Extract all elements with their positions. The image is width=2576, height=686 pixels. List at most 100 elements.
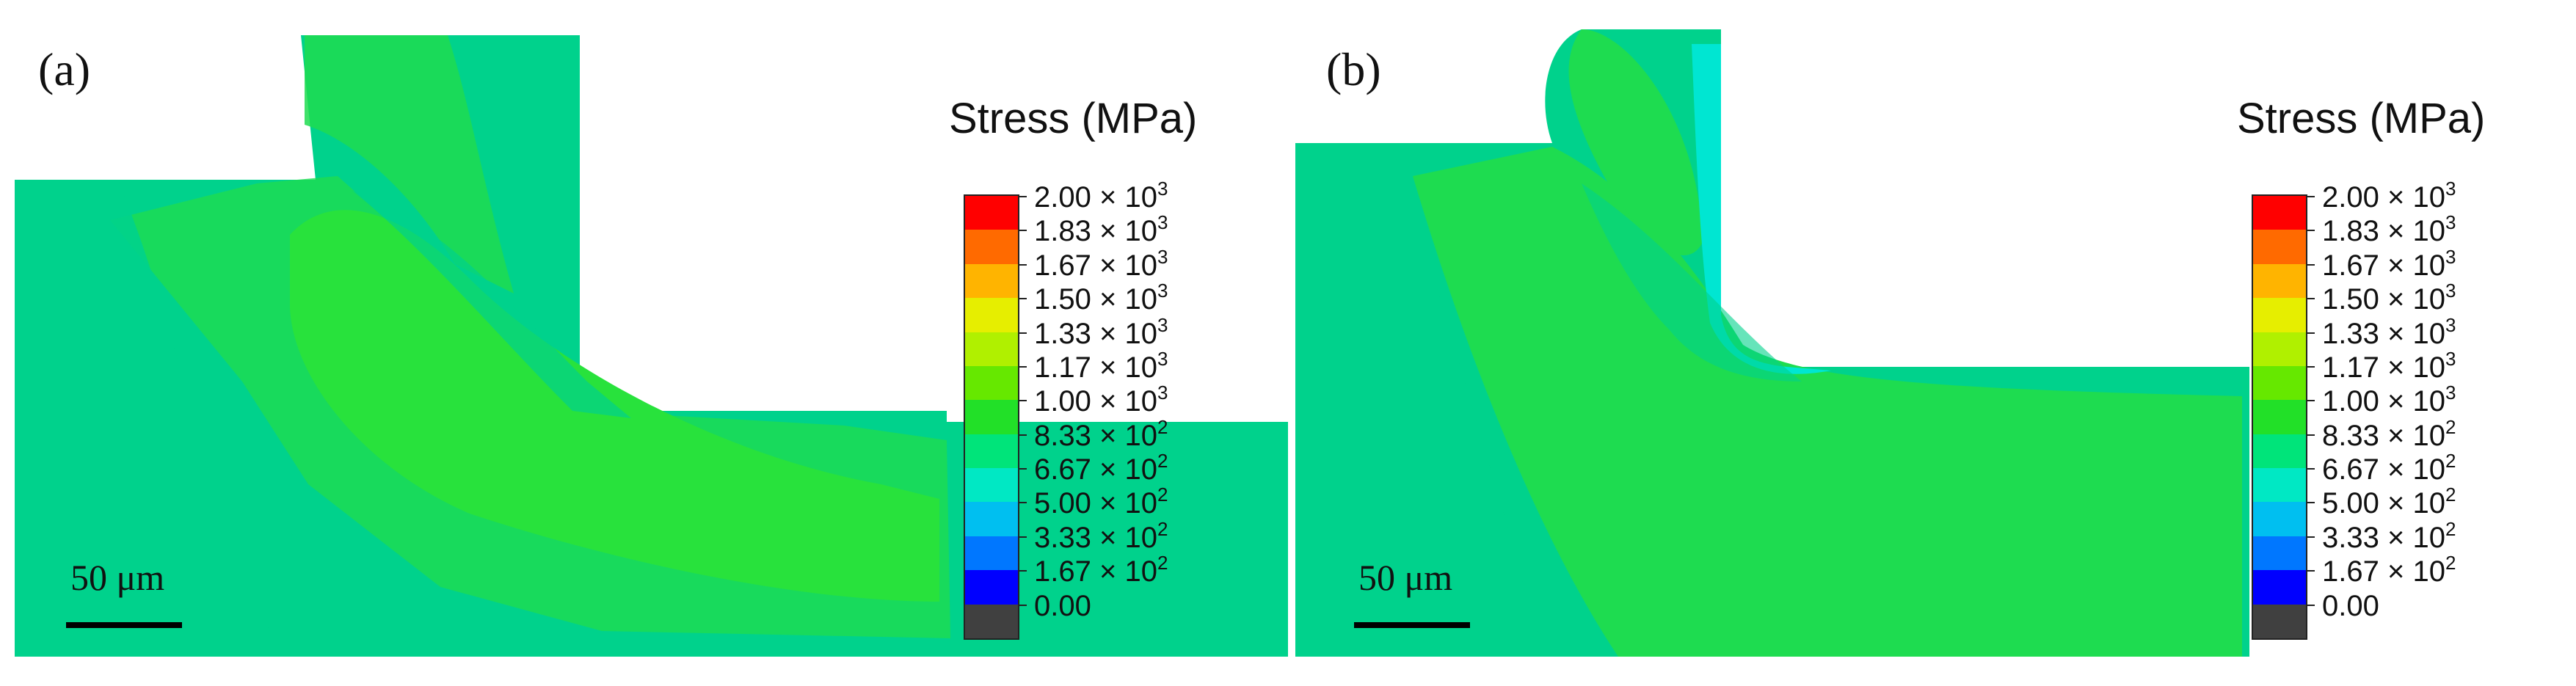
panel-a-colorbar-segment: [965, 365, 1018, 401]
panel-a-legend-label: 1.67 × 103: [1034, 245, 1168, 282]
panel-a-scale-bar: [66, 622, 182, 628]
panel-b-colorbar-tick: [2306, 230, 2315, 232]
panel-a-colorbar-tick: [1018, 365, 1027, 368]
panel-b-colorbar: [2252, 194, 2307, 640]
panel-b-colorbar-segment: [2253, 230, 2306, 265]
panel-a-legend-title: Stress (MPa): [949, 95, 1198, 142]
panel-b-colorbar-segment: [2253, 604, 2306, 639]
panel-b-colorbar-tick: [2306, 604, 2315, 606]
panel-b-colorbar-segment: [2253, 536, 2306, 571]
panel-a-colorbar: [964, 194, 1019, 640]
panel-b-legend-title: Stress (MPa): [2237, 95, 2486, 142]
panel-a-colorbar-segment: [965, 536, 1018, 571]
panel-b-legend-label: 3.33 × 102: [2322, 517, 2456, 554]
panel-b-colorbar-tick: [2306, 502, 2315, 504]
panel-a-scale-label: 50 μm: [70, 557, 165, 598]
panel-b-colorbar-tick: [2306, 263, 2315, 266]
panel-b-colorbar-segment: [2253, 502, 2306, 537]
panel-a-colorbar-segment: [965, 502, 1018, 537]
panel-b: (b) Stress (MPa) 50 μm 2.00 × 103 1.83 × …: [1288, 0, 2576, 686]
panel-b-mesh-inner-band: [1413, 147, 2242, 657]
panel-a-colorbar-segment: [965, 468, 1018, 503]
panel-a-legend-label: 3.33 × 102: [1034, 517, 1168, 554]
panel-b-mesh-right-strip: [2242, 367, 2249, 657]
panel-b-mesh-notch-band: [1692, 44, 1831, 374]
panel-b-scale-label: 50 μm: [1358, 557, 1453, 598]
panel-b-legend-label: 1.83 × 103: [2322, 211, 2456, 248]
panel-b-mesh-streak: [1582, 183, 1802, 382]
panel-a-label: (a): [38, 43, 91, 95]
panel-a-legend-label: 1.50 × 103: [1034, 280, 1168, 316]
panel-b-colorbar-tick: [2306, 365, 2315, 368]
panel-a-colorbar-segment: [965, 263, 1018, 299]
panel-a-colorbar-segment: [965, 434, 1018, 469]
panel-a-colorbar-segment: [965, 570, 1018, 605]
panel-b-colorbar-segment: [2253, 263, 2306, 299]
panel-b-colorbar-segment: [2253, 570, 2306, 605]
panel-a-colorbar-segment: [965, 196, 1018, 230]
panel-a-legend-label: 6.67 × 102: [1034, 450, 1168, 486]
panel-a-legend-label: 1.17 × 103: [1034, 347, 1168, 384]
panel-a-colorbar-tick: [1018, 604, 1027, 606]
panel-a-legend-label: 1.00 × 103: [1034, 382, 1168, 418]
panel-a-colorbar-tick: [1018, 196, 1027, 197]
panel-a: (a) Stress (MPa) 50 μm 2.00 × 103 1.83 × …: [15, 35, 1288, 657]
panel-b-legend-label: 1.17 × 103: [2322, 347, 2456, 384]
panel-b-legend-label: 1.00 × 103: [2322, 382, 2456, 418]
panel-a-colorbar-tick: [1018, 332, 1027, 334]
panel-b-colorbar-tick: [2306, 570, 2315, 572]
panel-b-colorbar-tick: [2306, 332, 2315, 334]
panel-b-legend-label: 0.00: [2322, 589, 2379, 622]
panel-a-legend-label: 8.33 × 102: [1034, 415, 1168, 452]
panel-a-colorbar-tick: [1018, 536, 1027, 538]
panel-b-colorbar-tick: [2306, 536, 2315, 538]
panel-a-colorbar-segment: [965, 400, 1018, 435]
panel-a-mesh-left-edge: [15, 180, 286, 657]
panel-b-legend-label: 1.67 × 102: [2322, 552, 2456, 588]
panel-b-colorbar-tick: [2306, 434, 2315, 436]
panel-a-legend-label: 1.33 × 103: [1034, 313, 1168, 350]
panel-b-legend-label: 1.67 × 103: [2322, 245, 2456, 282]
panel-b-legend-label: 1.33 × 103: [2322, 313, 2456, 350]
panel-b-colorbar-segment: [2253, 400, 2306, 435]
panel-a-colorbar-tick: [1018, 502, 1027, 504]
panel-b-scale-bar: [1354, 622, 1470, 628]
panel-b-colorbar-segment: [2253, 468, 2306, 503]
panel-a-legend-label: 5.00 × 102: [1034, 484, 1168, 520]
panel-a-legend-label: 1.67 × 102: [1034, 552, 1168, 588]
panel-b-colorbar-tick: [2306, 400, 2315, 402]
panel-a-mesh-upper-band: [305, 35, 514, 293]
panel-a-colorbar-segment: [965, 332, 1018, 367]
panel-a-mesh-streak: [352, 191, 631, 418]
panel-b-colorbar-tick: [2306, 468, 2315, 470]
panel-b-legend-label: 2.00 × 103: [2322, 178, 2456, 214]
panel-b-label: (b): [1326, 43, 1381, 95]
panel-b-contour: [1295, 29, 2249, 657]
panel-a-colorbar-segment: [965, 604, 1018, 639]
panel-b-legend-label: 1.50 × 103: [2322, 280, 2456, 316]
panel-a-colorbar-tick: [1018, 468, 1027, 470]
panel-a-legend-label: 0.00: [1034, 589, 1091, 622]
panel-a-colorbar-tick: [1018, 400, 1027, 402]
panel-b-legend-label: 5.00 × 102: [2322, 484, 2456, 520]
panel-b-colorbar-tick: [2306, 298, 2315, 300]
panel-a-colorbar-segment: [965, 230, 1018, 265]
panel-a-legend-label: 2.00 × 103: [1034, 178, 1168, 214]
panel-a-colorbar-tick: [1018, 570, 1027, 572]
panel-b-legend-label: 8.33 × 102: [2322, 415, 2456, 452]
panel-b-colorbar-segment: [2253, 332, 2306, 367]
panel-b-colorbar-segment: [2253, 365, 2306, 401]
panel-a-colorbar-tick: [1018, 230, 1027, 232]
panel-b-colorbar-segment: [2253, 434, 2306, 469]
panel-a-legend-label: 1.83 × 103: [1034, 211, 1168, 248]
panel-b-colorbar-segment: [2253, 298, 2306, 333]
panel-b-colorbar-tick: [2306, 196, 2315, 197]
panel-b-legend-label: 6.67 × 102: [2322, 450, 2456, 486]
panel-b-mesh-upper-lobe: [1568, 29, 1703, 255]
panel-a-colorbar-tick: [1018, 434, 1027, 436]
panel-a-colorbar-tick: [1018, 298, 1027, 300]
panel-a-colorbar-tick: [1018, 263, 1027, 266]
panel-b-colorbar-segment: [2253, 196, 2306, 230]
panel-b-mesh-left-band: [1295, 143, 1545, 657]
